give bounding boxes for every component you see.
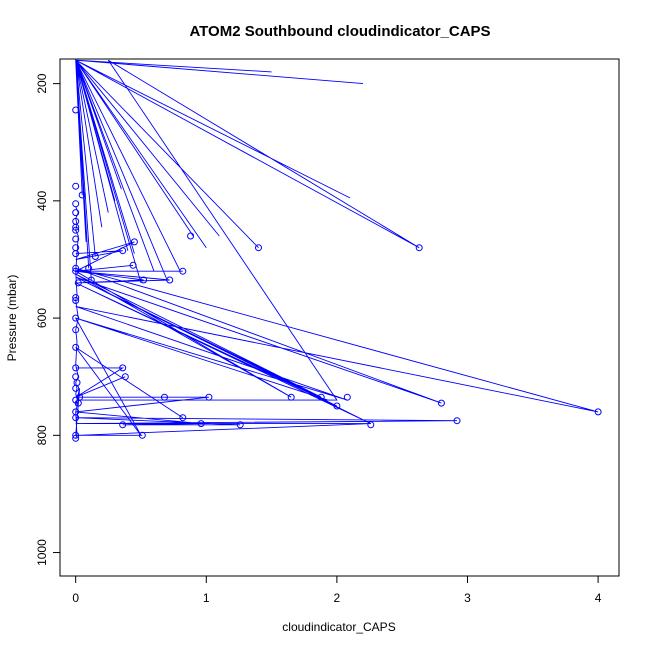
series-layer (74, 59, 599, 439)
data-point (343, 393, 351, 401)
data-point (72, 431, 80, 439)
data-point (74, 279, 82, 287)
chart-title: ATOM2 Southbound cloudindicator_CAPS (189, 23, 490, 40)
data-point (205, 393, 213, 401)
data-point (166, 276, 174, 284)
data-point (415, 244, 423, 252)
data-point (119, 421, 127, 429)
data-point (72, 434, 80, 442)
data-point (317, 393, 325, 401)
data-point (367, 421, 375, 429)
series-line-4 (75, 206, 79, 439)
data-point (119, 247, 127, 255)
y-tick-label: 400 (35, 191, 49, 211)
data-point (179, 267, 187, 275)
x-axis-label: cloudindicator_CAPS (282, 620, 395, 634)
data-point (255, 244, 262, 252)
data-point (72, 343, 80, 351)
data-point (73, 379, 81, 387)
data-point (138, 431, 146, 439)
y-axis-label: Pressure (mbar) (5, 275, 19, 362)
data-point (437, 399, 445, 407)
series-line-2 (74, 241, 599, 436)
data-point (72, 200, 80, 208)
data-point (72, 314, 80, 322)
data-point (72, 223, 80, 231)
plot-frame (59, 58, 620, 577)
y-tick-label: 1000 (35, 539, 49, 566)
x-tick-label: 2 (334, 591, 341, 605)
data-point (130, 238, 138, 246)
series-line-1 (74, 59, 420, 401)
data-point (91, 253, 99, 260)
data-point (197, 420, 205, 428)
plot-area (59, 58, 620, 577)
x-tick-label: 0 (72, 591, 79, 605)
x-tick-label: 1 (203, 591, 210, 605)
data-point (236, 421, 244, 429)
data-point (594, 408, 602, 416)
data-point (76, 393, 84, 401)
data-point (140, 276, 148, 284)
data-point (72, 326, 80, 334)
data-point (72, 264, 80, 272)
x-tick-label: 4 (595, 591, 602, 605)
x-tick-label: 3 (464, 591, 471, 605)
data-point (72, 106, 80, 114)
data-point (187, 232, 195, 240)
data-point (72, 209, 80, 217)
y-tick-label: 600 (35, 308, 49, 328)
y-axis: 200 400 600 800 1000 (35, 73, 61, 566)
data-point (87, 276, 95, 284)
data-point (129, 261, 137, 269)
data-point (72, 297, 80, 304)
data-point (72, 294, 80, 302)
series-line-3 (75, 367, 458, 436)
data-point (333, 402, 341, 410)
y-tick-label: 200 (35, 73, 49, 93)
data-point (72, 250, 80, 258)
data-point (287, 393, 295, 401)
data-point (161, 393, 168, 401)
points-layer (72, 106, 602, 442)
data-point (179, 414, 187, 422)
data-point (72, 235, 80, 243)
data-point (72, 373, 80, 381)
data-point (72, 364, 80, 372)
data-point (121, 373, 129, 381)
y-tick-label: 800 (35, 425, 49, 445)
data-point (72, 182, 80, 190)
data-point (78, 191, 86, 199)
data-point (72, 267, 80, 275)
data-point (85, 264, 93, 272)
data-point (72, 414, 80, 422)
data-point (72, 384, 80, 392)
data-point (72, 226, 80, 234)
data-point (119, 364, 127, 372)
x-axis: 0 1 2 3 4 (72, 575, 602, 605)
data-point (453, 417, 461, 425)
